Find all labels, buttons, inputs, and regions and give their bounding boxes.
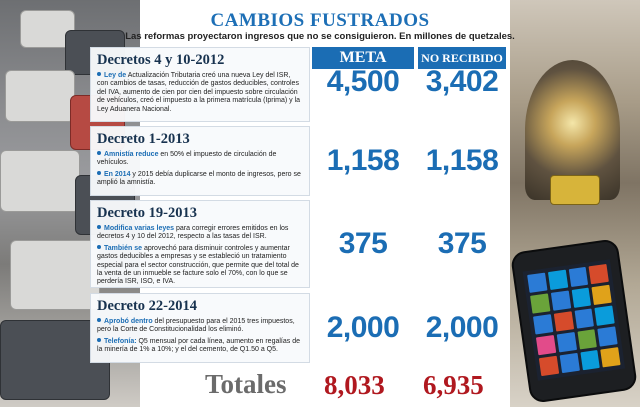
meta-value: 2,000 [326,311,400,344]
no-recibido-value-cell: 2,000 [418,293,506,363]
bullet-icon [97,170,101,175]
meta-value-cell: 2,000 [312,293,414,363]
bullet-icon [97,318,101,322]
row-point: Amnistía reduce en 50% el impuesto de ci… [97,151,277,167]
row-point: Modifica varias leyes para corregir erro… [97,225,289,241]
total-meta: 8,033 [324,370,385,400]
row-point: Telefonía: Q5 mensual por cada línea, au… [97,337,300,354]
no-recibido-value: 3,402 [425,65,499,98]
meta-value: 375 [338,227,388,260]
meta-value-cell: 375 [312,200,414,288]
meta-value: 1,158 [326,144,400,177]
row-decreto-1-2013: Decreto 1-2013 Amnistía reduce en 50% el… [90,126,506,196]
bullet-icon [97,244,101,249]
row-decreto-19-2013: Decreto 19-2013 Modifica varias leyes pa… [90,200,506,288]
row-description: Decreto 22-2014 Aprobó dentro del presup… [90,293,310,363]
infographic-subtitle: Las reformas proyectaron ingresos que no… [125,31,515,42]
row-description: Decreto 1-2013 Amnistía reduce en 50% el… [90,126,310,196]
row-point: En 2014 y 2015 debía duplicarse el monto… [97,170,301,187]
total-no-recibido: 6,935 [423,370,484,400]
no-recibido-value: 2,000 [425,311,499,344]
column-header-meta: META [312,47,414,69]
row-title: Decreto 1-2013 [97,131,190,147]
bullet-icon [97,225,101,229]
infographic-title: CAMBIOS FUSTRADOS [210,10,430,31]
row-title: Decretos 4 y 10-2012 [97,52,225,68]
row-description: Decreto 19-2013 Modifica varias leyes pa… [90,200,310,288]
column-header-no-recibido: NO RECIBIDO [418,47,506,69]
no-recibido-value-cell: 1,158 [418,126,506,196]
row-title: Decreto 19-2013 [97,205,197,221]
row-description: Decretos 4 y 10-2012 Ley de Actualizació… [90,47,310,122]
meta-value: 4,500 [326,65,400,98]
no-recibido-value: 1,158 [425,144,499,177]
row-decretos-4-10-2012: Decretos 4 y 10-2012 Ley de Actualizació… [90,42,506,122]
row-title: Decreto 22-2014 [97,298,197,314]
no-recibido-value: 375 [437,227,487,260]
row-point: Aprobó dentro del presupuesto para el 20… [97,318,295,334]
meta-value-cell: 1,158 [312,126,414,196]
row-point: También se aprovechó para disminuir cont… [97,244,299,286]
bullet-icon [97,72,101,76]
row-decreto-22-2014: Decreto 22-2014 Aprobó dentro del presup… [90,293,506,363]
totals-label: Totales [205,369,287,399]
no-recibido-value-cell: 375 [418,200,506,288]
smartphone-image [509,238,639,404]
bullet-icon [97,151,101,155]
bullet-icon [97,337,101,342]
row-point: Ley de Actualización Tributaria creó una… [97,72,301,113]
